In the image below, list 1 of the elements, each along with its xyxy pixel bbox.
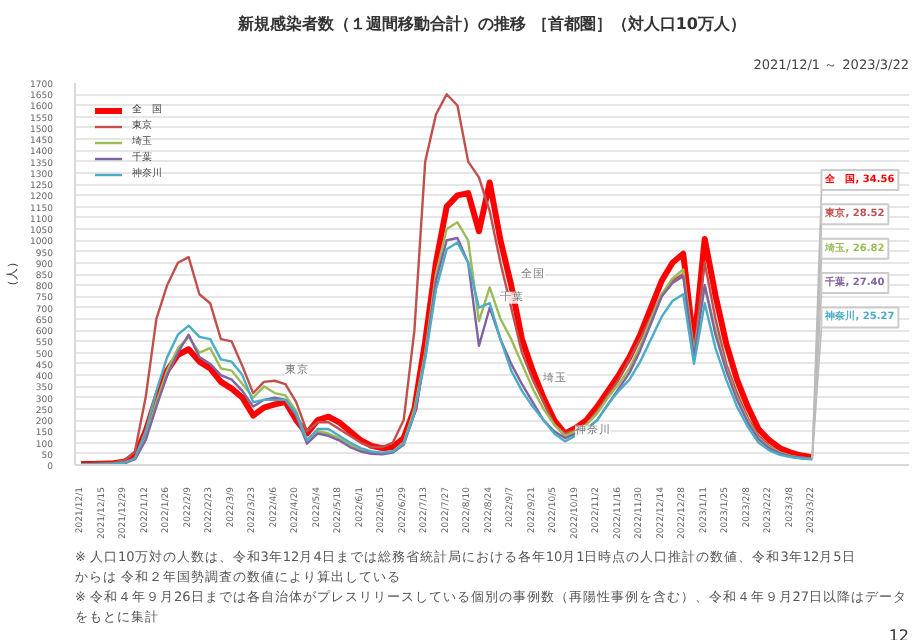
chart-title: 新規感染者数（１週間移動合計）の推移 ［首都圏］（対人口10万人） [236,13,746,33]
